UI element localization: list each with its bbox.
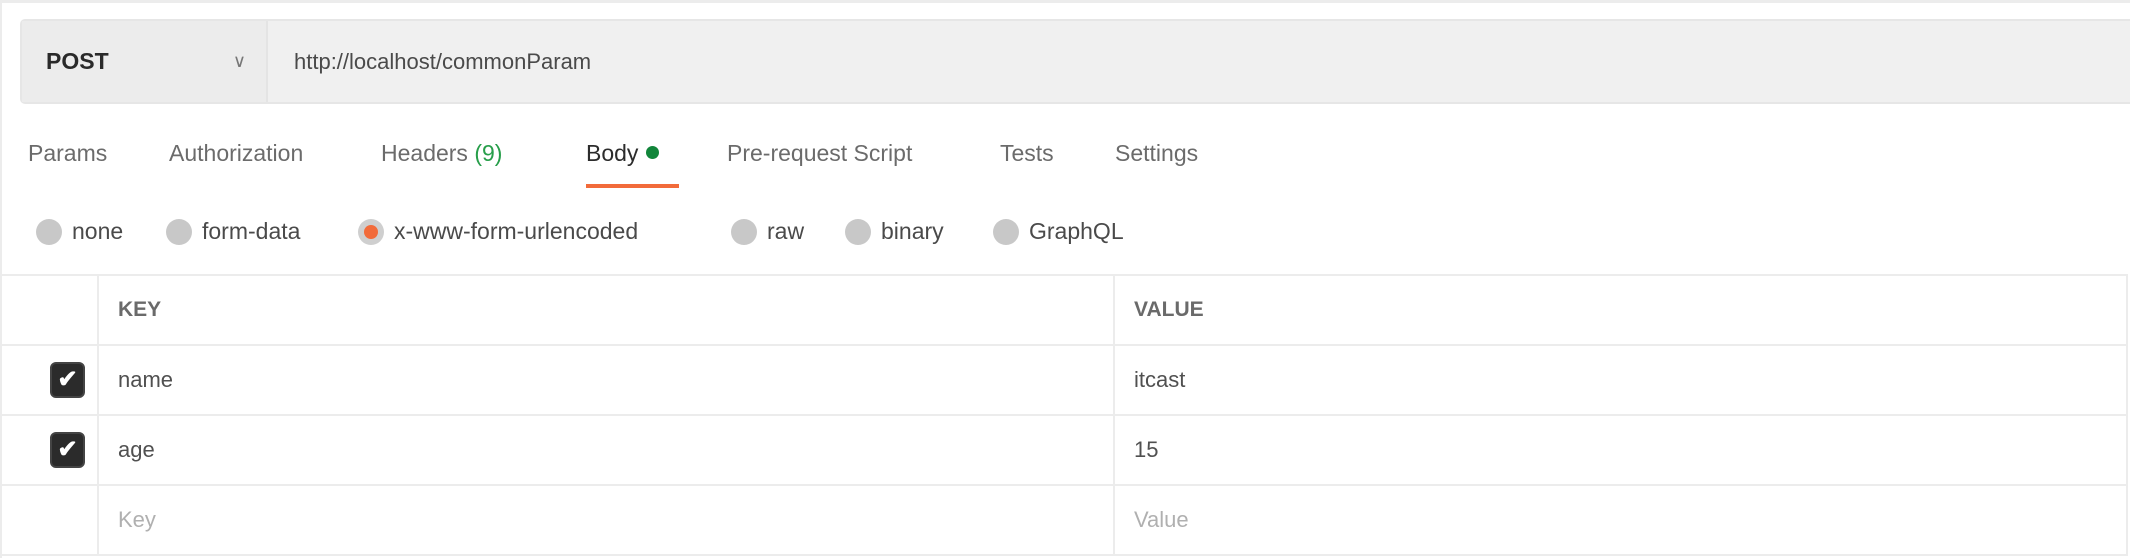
radio-form-data[interactable]: form-data (166, 218, 300, 245)
row-checkbox-cell: ✔ (0, 414, 99, 486)
method-label: POST (46, 48, 109, 74)
radio-label: GraphQL (1029, 218, 1124, 244)
key-cell[interactable]: age (97, 414, 1115, 486)
radio-binary[interactable]: binary (845, 218, 944, 245)
radio-icon (731, 218, 757, 245)
chevron-down-icon: ∨ (232, 51, 246, 71)
method-select[interactable]: POST ∨ (22, 21, 268, 102)
key-placeholder-input[interactable]: Key (97, 484, 1115, 556)
value-cell[interactable]: itcast (1113, 344, 2128, 416)
header-value: VALUE (1113, 274, 2128, 346)
tab-body[interactable]: Body (586, 140, 660, 167)
radio-label: form-data (202, 218, 301, 244)
top-border (0, 0, 2130, 3)
row-checkbox-cell: ✔ (0, 344, 99, 416)
header-key: KEY (97, 274, 1115, 346)
radio-label: none (72, 218, 124, 244)
tab-params[interactable]: Params (28, 140, 108, 166)
tab-tests[interactable]: Tests (1000, 140, 1054, 166)
tab-headers-label: Headers (381, 140, 468, 166)
radio-icon (993, 218, 1019, 245)
active-tab-underline (586, 184, 679, 188)
tab-authorization[interactable]: Authorization (169, 140, 304, 166)
table-row-new: Key Value (0, 484, 2128, 556)
request-bar: POST ∨ http://localhost/commonParam (20, 19, 2130, 104)
radio-icon (845, 218, 871, 245)
header-checkbox-cell (0, 274, 99, 346)
headers-count: (9) (474, 140, 503, 166)
tab-settings[interactable]: Settings (1115, 140, 1199, 166)
row-checkbox-cell (0, 484, 99, 556)
table-row: ✔ name itcast (0, 344, 2128, 416)
url-input[interactable]: http://localhost/commonParam (294, 48, 592, 74)
radio-selected-icon (358, 218, 384, 245)
radio-none[interactable]: none (36, 218, 123, 245)
checkbox-checked-icon[interactable]: ✔ (50, 362, 85, 398)
radio-icon (36, 218, 62, 245)
tab-body-label: Body (586, 140, 639, 166)
value-cell[interactable]: 15 (1113, 414, 2128, 486)
radio-icon (166, 218, 192, 245)
radio-label: x-www-form-urlencoded (394, 218, 639, 244)
tab-pre-request-script[interactable]: Pre-request Script (727, 140, 913, 166)
checkbox-checked-icon[interactable]: ✔ (50, 432, 85, 468)
params-table: KEY VALUE ✔ name itcast ✔ age 15 Key Val… (0, 274, 2128, 556)
body-indicator-dot-icon (646, 146, 660, 159)
table-header-row: KEY VALUE (0, 274, 2128, 346)
table-row: ✔ age 15 (0, 414, 2128, 486)
radio-graphql[interactable]: GraphQL (993, 218, 1124, 245)
key-cell[interactable]: name (97, 344, 1115, 416)
radio-x-www-form-urlencoded[interactable]: x-www-form-urlencoded (358, 218, 638, 245)
radio-label: binary (881, 218, 944, 244)
tab-headers[interactable]: Headers (9) (381, 140, 502, 167)
value-placeholder-input[interactable]: Value (1113, 484, 2128, 556)
radio-label: raw (767, 218, 805, 244)
radio-raw[interactable]: raw (731, 218, 804, 245)
